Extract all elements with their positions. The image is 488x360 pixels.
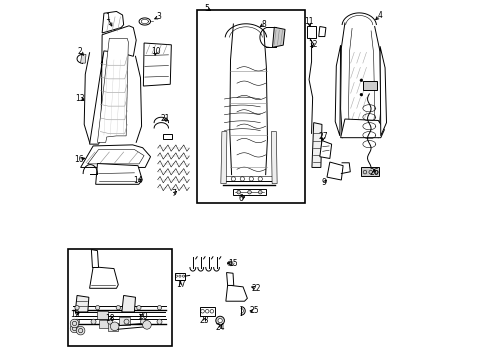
Circle shape	[75, 306, 79, 310]
Polygon shape	[326, 162, 343, 180]
Circle shape	[70, 324, 79, 333]
Circle shape	[95, 306, 100, 310]
Circle shape	[74, 319, 80, 324]
Polygon shape	[233, 189, 265, 195]
Text: 19: 19	[70, 310, 80, 319]
Circle shape	[91, 319, 96, 324]
Circle shape	[116, 306, 120, 310]
Polygon shape	[318, 27, 325, 37]
Text: 17: 17	[176, 280, 185, 289]
Text: 27: 27	[318, 132, 327, 141]
Polygon shape	[97, 311, 107, 319]
Circle shape	[237, 190, 240, 194]
Polygon shape	[311, 123, 321, 167]
Circle shape	[142, 320, 151, 329]
Polygon shape	[226, 273, 233, 285]
Polygon shape	[379, 46, 386, 136]
Text: 7: 7	[171, 189, 176, 198]
Polygon shape	[221, 132, 226, 184]
Text: 25: 25	[249, 306, 259, 315]
Text: 26: 26	[369, 168, 378, 177]
Polygon shape	[174, 273, 185, 280]
Polygon shape	[99, 320, 109, 328]
Circle shape	[124, 319, 129, 324]
Polygon shape	[102, 12, 123, 33]
Polygon shape	[81, 145, 150, 167]
Circle shape	[215, 316, 224, 325]
Text: 14: 14	[133, 176, 142, 185]
Polygon shape	[199, 307, 214, 316]
Circle shape	[218, 319, 222, 323]
Polygon shape	[75, 296, 89, 312]
Polygon shape	[96, 163, 142, 184]
Bar	[197, 10, 305, 203]
Polygon shape	[91, 249, 99, 267]
Circle shape	[110, 322, 119, 330]
Polygon shape	[272, 27, 285, 47]
Circle shape	[359, 93, 362, 96]
Text: 9: 9	[321, 178, 326, 187]
Circle shape	[258, 190, 262, 194]
Text: 13: 13	[75, 94, 84, 103]
Text: 18: 18	[105, 314, 115, 323]
Polygon shape	[163, 134, 172, 139]
Text: 16: 16	[74, 155, 83, 164]
Text: 4: 4	[377, 11, 382, 20]
Polygon shape	[362, 81, 376, 90]
Circle shape	[137, 306, 141, 310]
Text: 20: 20	[138, 312, 148, 321]
Circle shape	[359, 79, 362, 82]
Text: 2: 2	[78, 47, 82, 56]
Polygon shape	[335, 45, 340, 136]
Polygon shape	[225, 285, 247, 301]
Text: 1: 1	[105, 13, 110, 22]
Text: 3: 3	[156, 12, 161, 21]
Circle shape	[107, 319, 112, 324]
Polygon shape	[89, 267, 118, 288]
Circle shape	[70, 319, 79, 328]
Polygon shape	[340, 119, 384, 138]
Polygon shape	[107, 323, 118, 330]
Polygon shape	[89, 26, 136, 144]
Text: 23: 23	[199, 316, 209, 325]
Polygon shape	[122, 296, 135, 312]
Polygon shape	[361, 167, 379, 176]
Polygon shape	[143, 43, 171, 86]
Polygon shape	[119, 317, 130, 325]
Text: 8: 8	[261, 19, 266, 28]
Bar	[68, 249, 172, 346]
Polygon shape	[306, 26, 316, 39]
Text: 11: 11	[304, 17, 313, 26]
Circle shape	[140, 319, 145, 324]
Polygon shape	[97, 39, 128, 142]
Text: 15: 15	[228, 259, 237, 268]
Text: 10: 10	[151, 47, 161, 56]
Polygon shape	[81, 54, 86, 63]
Text: 22: 22	[251, 284, 260, 293]
Polygon shape	[271, 132, 277, 184]
Circle shape	[247, 190, 251, 194]
Circle shape	[76, 326, 85, 335]
Text: 5: 5	[204, 4, 209, 13]
Text: 24: 24	[215, 323, 224, 332]
Circle shape	[157, 319, 162, 324]
Circle shape	[157, 306, 162, 310]
Text: 21: 21	[160, 114, 169, 123]
Text: 6: 6	[238, 194, 243, 203]
Text: 12: 12	[307, 40, 317, 49]
Polygon shape	[319, 140, 331, 158]
